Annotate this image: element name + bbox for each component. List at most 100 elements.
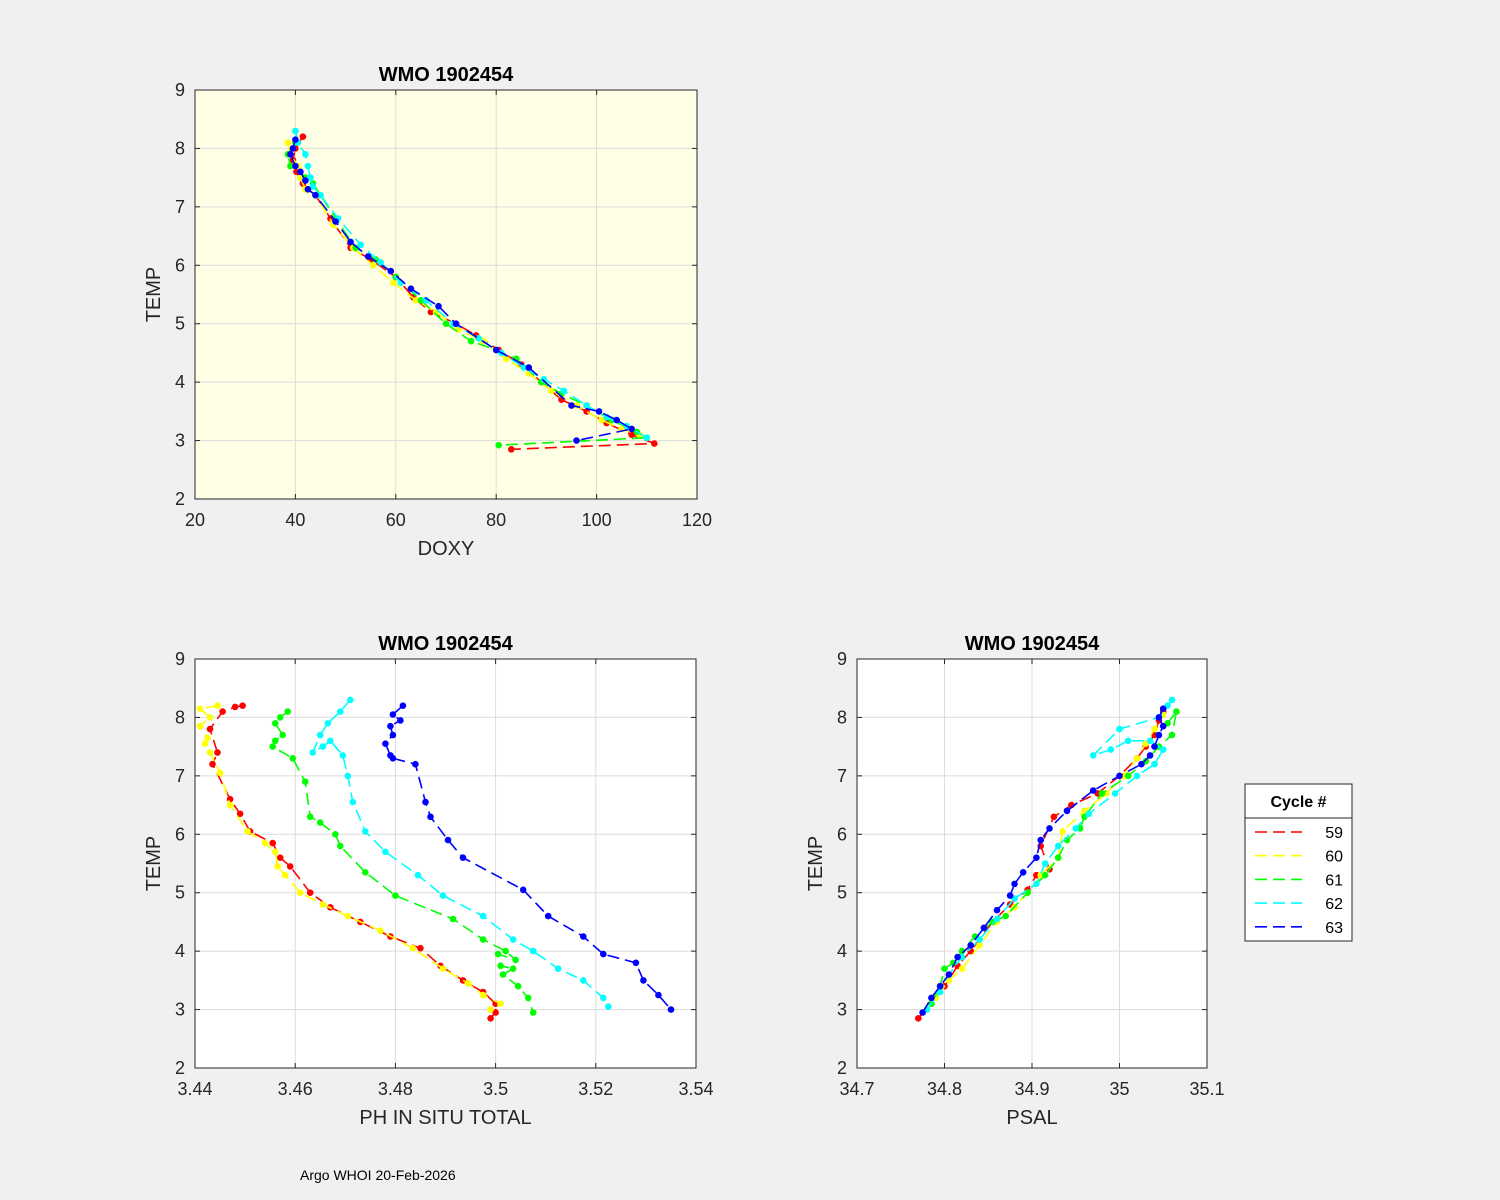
psal-data-point-62 [1168,696,1176,704]
ph-data-point-63 [412,760,419,768]
doxy-data-point-63 [312,191,319,199]
psal-data-point-63 [936,982,944,990]
ph-data-point-62 [337,708,344,715]
doxy-data-point-63 [297,168,304,176]
ph-data-point-60 [214,702,221,709]
ph-data-point-61 [509,965,517,972]
ph-data-point-63 [544,912,552,920]
doxy-x-axis-label: DOXY [418,538,475,560]
doxy-data-point-63 [387,267,395,275]
doxy-data-point-61 [352,244,359,252]
ph-data-point-63 [397,717,404,724]
doxy-y-tick-label: 2 [175,489,185,509]
psal-data-point-62 [1085,810,1093,818]
ph-data-point-62 [605,1003,612,1010]
doxy-data-point-62 [304,162,312,170]
ph-data-point-63 [600,950,607,958]
ph-series-60 [196,702,504,1013]
ph-data-point-62 [509,936,517,943]
legend-box [1244,783,1353,942]
ph-data-point-59 [276,854,284,861]
psal-data-point-62 [1151,760,1158,768]
doxy-chart: 20 40 60 80 100 120 2 3 4 5 6 7 8 9 WMO 1902454 DOXY TEM… [143,64,712,560]
doxy-y-tick-label: 8 [175,138,185,158]
ph-data-point-60 [497,1000,504,1007]
ph-data-point-60 [409,944,417,952]
psal-data-point-63 [1019,869,1027,876]
ph-data-point-59 [214,749,221,756]
psal-data-point-60 [1151,725,1158,733]
doxy-x-tick-label: 120 [682,510,712,530]
ph-data-point-62 [327,737,334,745]
ph-data-point-60 [319,901,327,908]
doxy-series-63 [287,136,635,444]
doxy-data-point-60 [390,279,397,287]
doxy-data-point-62 [560,387,568,395]
ph-data-point-61 [449,915,457,923]
ph-data-point-61 [316,819,324,826]
ph-data-point-62 [382,848,389,856]
psal-data-point-63 [1033,854,1040,861]
ph-data-point-60 [244,828,251,835]
psal-y-tick-label: 5 [837,883,847,903]
ph-data-point-59 [286,863,294,870]
psal-data-point-61 [1173,708,1180,715]
doxy-y-tick-label: 5 [175,314,185,334]
ph-data-point-59 [219,708,226,715]
ph-data-point-60 [196,705,204,712]
doxy-data-point-60 [284,139,292,146]
psal-x-tick-label: 34.8 [927,1079,962,1099]
doxy-data-point-63 [347,238,354,246]
ph-data-point-61 [502,947,509,955]
ph-data-point-62 [316,731,324,739]
doxy-data-point-59 [651,440,658,447]
ph-data-point-63 [389,755,397,762]
doxy-chart-title: WMO 1902454 [379,64,514,86]
doxy-data-point-62 [377,259,385,266]
ph-y-tick-label: 3 [175,1000,185,1020]
ph-x-tick-label: 3.52 [578,1079,613,1099]
doxy-y-tick-label: 3 [175,431,185,451]
psal-data-point-62 [976,936,983,943]
doxy-data-point-60 [502,355,510,363]
ph-data-point-60 [464,980,472,987]
psal-data-point-61 [941,965,948,972]
ph-data-point-63 [655,991,662,999]
ph-x-tick-label: 3.44 [177,1079,212,1099]
doxy-data-point-60 [412,297,420,304]
doxy-data-point-62 [302,151,309,158]
doxy-x-tick-label: 100 [582,510,612,530]
doxy-data-point-62 [309,183,317,190]
doxy-plot-area [195,90,697,499]
doxy-data-point-61 [495,441,503,449]
ph-data-point-63 [459,854,467,861]
ph-chart: 3.44 3.46 3.48 3.5 3.52 3.54 2 3 4 5 6 7 8 9 WMO 19024… [143,633,714,1129]
doxy-data-point-63 [573,437,580,444]
ph-data-point-61 [514,982,522,990]
psal-data-point-62 [993,915,1001,923]
psal-data-point-62 [1116,725,1123,733]
psal-data-point-63 [1006,892,1014,899]
psal-data-point-60 [1133,755,1141,762]
psal-data-point-62 [1159,746,1167,753]
doxy-data-point-62 [357,241,365,249]
ph-data-point-60 [271,848,279,856]
legend-label-63: 63 [1325,920,1343,937]
ph-data-point-61 [284,708,292,715]
doxy-data-point-63 [289,145,297,152]
legend-label-59: 59 [1325,825,1343,842]
psal-data-point-63 [919,1009,926,1016]
psal-data-point-63 [1138,760,1145,768]
doxy-y-axis-label: TEMP [143,267,165,323]
ph-data-point-59 [206,725,214,733]
doxy-data-point-62 [520,364,528,371]
doxy-data-point-62 [583,402,590,409]
legend-label-62: 62 [1325,896,1343,913]
psal-data-point-62 [1111,790,1119,797]
ph-y-tick-label: 2 [175,1058,185,1078]
doxy-data-point-63 [628,425,635,433]
psal-data-point-61 [1098,790,1106,797]
psal-data-point-63 [1116,772,1123,780]
doxy-data-point-60 [548,387,555,395]
